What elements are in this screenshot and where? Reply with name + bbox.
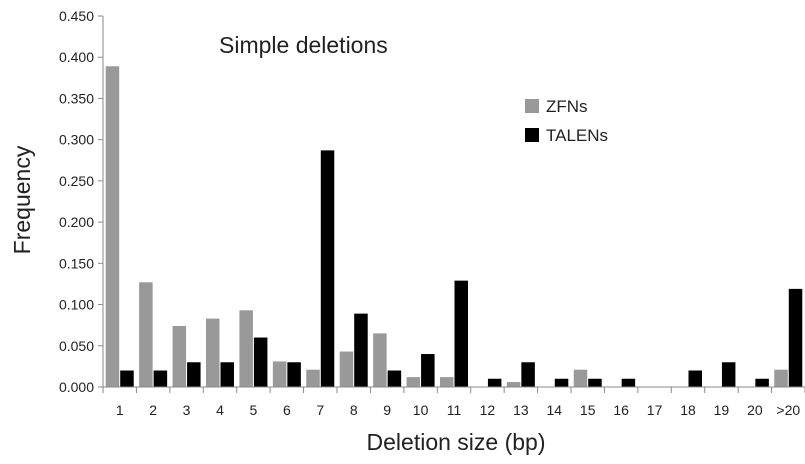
x-tick-label: >20	[776, 402, 800, 418]
bar-talens	[421, 354, 435, 387]
bar-talens	[521, 362, 535, 387]
x-tick-label: 3	[183, 402, 191, 418]
x-axis-title: Deletion size (bp)	[367, 429, 546, 455]
legend: ZFNs TALENs	[525, 97, 608, 145]
y-tick-label: 0.050	[59, 338, 94, 354]
bar-talens	[554, 378, 569, 387]
bar-zfns	[272, 361, 287, 387]
x-tick-label: 20	[747, 402, 763, 418]
bar-talens	[253, 337, 268, 387]
bar-zfns	[105, 66, 120, 388]
y-tick-label: 0.150	[59, 255, 94, 271]
x-tick-label: 14	[546, 402, 562, 418]
x-tick-label: 19	[714, 402, 730, 418]
bar-talens	[387, 370, 402, 387]
bar-talens	[588, 378, 602, 387]
y-tick-label: 0.250	[59, 173, 94, 189]
bar-zfns	[406, 377, 421, 387]
bar-zfns	[172, 325, 187, 387]
y-tick-label: 0.350	[59, 90, 94, 106]
y-tick-label: 0.000	[59, 379, 94, 395]
y-axis-ticks: 0.000 0.050 0.100 0.150 0.200 0.250 0.300 0.350…	[59, 8, 103, 395]
bar-talens	[788, 288, 803, 387]
bar-talens	[354, 313, 368, 387]
x-tick-label: 15	[580, 402, 596, 418]
bar-zfns	[339, 351, 354, 387]
y-tick-label: 0.300	[59, 132, 94, 148]
x-tick-label: 13	[513, 402, 529, 418]
x-tick-label: 1	[116, 402, 124, 418]
bar-zfns	[573, 369, 588, 387]
x-tick-label: 9	[383, 402, 391, 418]
bar-talens	[454, 280, 468, 387]
bar-talens	[721, 362, 736, 387]
x-tick-label: 7	[316, 402, 324, 418]
x-tick-label: 16	[613, 402, 629, 418]
bar-talens	[153, 370, 168, 387]
bar-zfns	[139, 282, 153, 387]
y-tick-label: 0.100	[59, 297, 94, 313]
x-tick-label: 10	[413, 402, 429, 418]
x-tick-label: 8	[350, 402, 358, 418]
x-tick-label: 4	[216, 402, 224, 418]
legend-label-zfns: ZFNs	[546, 97, 588, 116]
bar-zfns	[306, 369, 320, 387]
x-tick-label: 11	[447, 402, 462, 418]
bar-talens	[755, 378, 769, 387]
x-tick-label: 17	[647, 402, 663, 418]
bar-talens	[220, 362, 234, 387]
bar-talens	[621, 378, 636, 387]
x-tick-label: 18	[680, 402, 696, 418]
bar-talens	[487, 378, 502, 387]
y-tick-label: 0.200	[59, 214, 94, 230]
bar-zfns	[239, 310, 253, 387]
bar-talens	[320, 150, 335, 387]
x-tick-label: 12	[480, 402, 496, 418]
bar-talens	[287, 362, 301, 387]
chart-title: Simple deletions	[219, 32, 388, 58]
bar-zfns	[206, 318, 220, 387]
x-tick-label: 2	[149, 402, 157, 418]
y-axis-title: Frequency	[9, 145, 35, 254]
legend-label-talens: TALENs	[546, 126, 608, 145]
bar-talens	[187, 362, 201, 387]
y-tick-label: 0.450	[59, 8, 94, 24]
bar-zfns	[373, 333, 387, 387]
bars	[105, 66, 803, 388]
x-tick-label: 5	[250, 402, 258, 418]
bar-zfns	[774, 369, 788, 387]
legend-swatch-zfns	[525, 99, 539, 113]
bar-zfns	[440, 377, 454, 387]
bar-talens	[120, 370, 134, 387]
bar-talens	[688, 370, 702, 387]
x-tick-label: 6	[283, 402, 291, 418]
bar-zfns	[506, 382, 521, 387]
legend-swatch-talens	[525, 128, 539, 142]
x-axis-ticks: 1 2 3 4 5 6 7 8 9 10 11 12 13 14 15 16 17 18 19 20 >20	[102, 387, 805, 418]
y-tick-label: 0.400	[59, 49, 94, 65]
